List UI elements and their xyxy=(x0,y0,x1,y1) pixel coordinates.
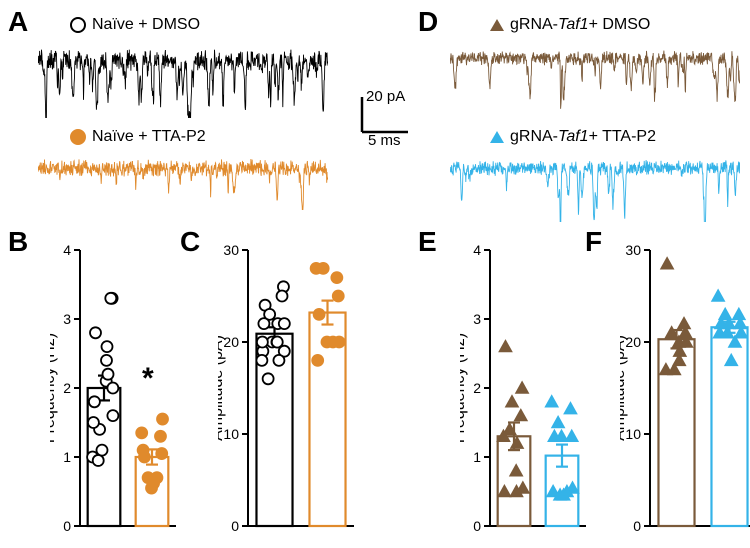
trace-naive-ttap2 xyxy=(38,150,328,210)
svg-text:4: 4 xyxy=(473,242,481,258)
svg-text:1: 1 xyxy=(63,449,71,465)
legend-label: gRNA-Taf1+ TTA-P2 xyxy=(510,128,656,146)
svg-text:30: 30 xyxy=(625,242,641,258)
legend-grna-dmso: gRNA-Taf1+ DMSO xyxy=(490,16,650,34)
trace-grna-ttap2 xyxy=(450,150,740,222)
svg-text:0: 0 xyxy=(633,518,641,534)
legend-marker-triangle xyxy=(490,131,504,143)
svg-text:2: 2 xyxy=(63,380,71,396)
chart-c-amplitude: 0102030Amplitude (pA) xyxy=(218,240,358,540)
svg-text:4: 4 xyxy=(63,242,71,258)
legend-label: Naïve + TTA-P2 xyxy=(92,128,206,146)
scalebar-x-label: 5 ms xyxy=(368,132,401,149)
legend-marker-circle-open xyxy=(70,17,86,33)
panel-label-a: A xyxy=(8,6,28,38)
trace-grna-dmso xyxy=(450,38,740,118)
svg-text:Amplitude (pA): Amplitude (pA) xyxy=(620,335,628,441)
svg-text:2: 2 xyxy=(473,380,481,396)
legend-grna-ttap2: gRNA-Taf1+ TTA-P2 xyxy=(490,128,656,146)
svg-text:3: 3 xyxy=(473,311,481,327)
legend-marker-triangle xyxy=(490,19,504,31)
svg-text:30: 30 xyxy=(223,242,239,258)
panel-label-c: C xyxy=(180,226,200,258)
panel-label-d: D xyxy=(418,6,438,38)
chart-f-amplitude: 0102030Amplitude (pA) xyxy=(620,240,750,540)
legend-label: gRNA-Taf1+ DMSO xyxy=(510,16,650,34)
svg-text:Frequency (Hz): Frequency (Hz) xyxy=(460,333,468,443)
legend-naive-ttap2: Naïve + TTA-P2 xyxy=(70,128,206,146)
significance-star: * xyxy=(142,362,154,396)
svg-text:0: 0 xyxy=(231,518,239,534)
scalebar-y-label: 20 pA xyxy=(366,88,405,105)
chart-e-frequency: 0 1 2 3 4 Frequency (Hz) xyxy=(460,240,590,540)
svg-text:Frequency (Hz): Frequency (Hz) xyxy=(50,333,58,443)
svg-text:0: 0 xyxy=(473,518,481,534)
svg-text:0: 0 xyxy=(63,518,71,534)
svg-text:1: 1 xyxy=(473,449,481,465)
svg-text:Amplitude (pA): Amplitude (pA) xyxy=(218,335,226,441)
chart-b-frequency: 0 1 2 3 4 Frequency (Hz) xyxy=(50,240,180,540)
panel-label-b: B xyxy=(8,226,28,258)
trace-naive-dmso xyxy=(38,38,328,118)
svg-text:3: 3 xyxy=(63,311,71,327)
legend-label: Naïve + DMSO xyxy=(92,16,200,34)
legend-marker-circle-fill xyxy=(70,129,86,145)
panel-label-e: E xyxy=(418,226,437,258)
legend-naive-dmso: Naïve + DMSO xyxy=(70,16,200,34)
